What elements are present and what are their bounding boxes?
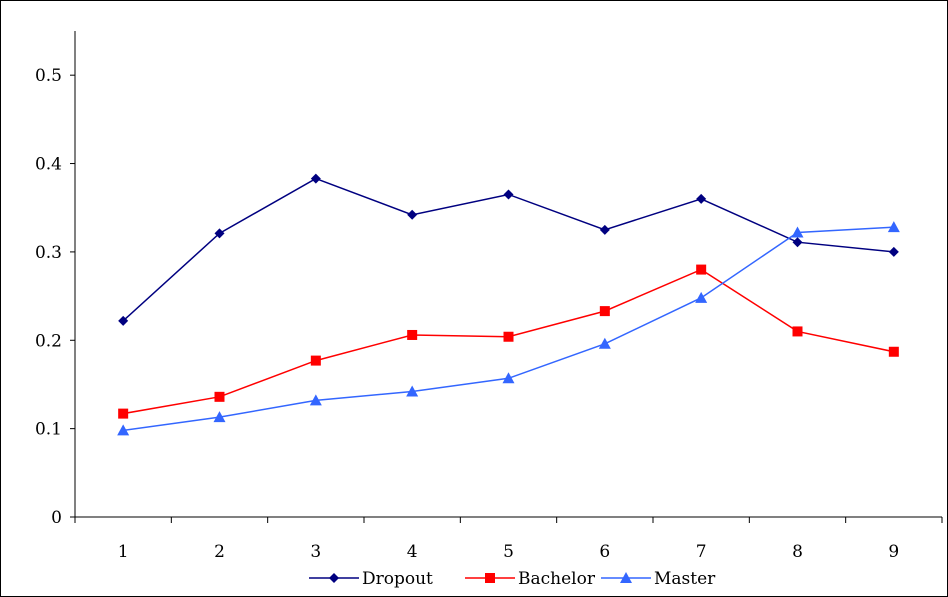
y-tick-label: 0 bbox=[51, 508, 62, 528]
legend-label: Master bbox=[654, 569, 716, 589]
legend-item-dropout: Dropout bbox=[309, 569, 433, 589]
data-point-master bbox=[791, 226, 804, 238]
x-tick-label: 5 bbox=[503, 542, 514, 562]
data-point-master bbox=[887, 221, 900, 233]
data-point-bachelor bbox=[696, 264, 707, 275]
data-point-dropout bbox=[503, 189, 514, 200]
y-tick-label: 0.5 bbox=[35, 66, 62, 86]
data-point-master bbox=[309, 394, 322, 406]
data-point-bachelor bbox=[407, 329, 418, 340]
data-point-master bbox=[502, 372, 515, 384]
data-point-bachelor bbox=[792, 326, 803, 337]
data-point-dropout bbox=[118, 315, 129, 326]
x-tick-label: 9 bbox=[888, 542, 899, 562]
x-tick-label: 6 bbox=[599, 542, 610, 562]
axes: 0 0.1 0.2 0.3 0.4 0.5 1 2 3 4 5 6 7 8 9 bbox=[35, 31, 943, 562]
data-point-master bbox=[406, 385, 419, 397]
data-point-dropout bbox=[407, 209, 418, 220]
legend-marker bbox=[485, 573, 495, 583]
series-line-master bbox=[123, 226, 894, 432]
data-point-bachelor bbox=[503, 331, 514, 342]
series-master bbox=[117, 221, 900, 436]
data-point-master bbox=[695, 291, 708, 303]
data-point-bachelor bbox=[214, 391, 225, 402]
legend: Dropout Bachelor Master bbox=[309, 569, 716, 589]
y-tick-label: 0.4 bbox=[35, 155, 62, 175]
data-point-dropout bbox=[888, 246, 899, 257]
legend-marker bbox=[329, 573, 339, 583]
x-tick-label: 8 bbox=[792, 542, 803, 562]
data-point-bachelor bbox=[599, 306, 610, 317]
data-point-master bbox=[117, 424, 130, 436]
series-bachelor bbox=[118, 264, 899, 419]
y-tick-label: 0.2 bbox=[35, 331, 62, 351]
x-tick-label: 2 bbox=[214, 542, 225, 562]
x-tick-label: 4 bbox=[407, 542, 418, 562]
x-tick-label: 7 bbox=[696, 542, 707, 562]
legend-marker bbox=[620, 572, 632, 583]
data-point-master bbox=[598, 337, 611, 349]
data-point-dropout bbox=[214, 228, 225, 239]
series-lines bbox=[117, 173, 900, 436]
legend-label: Dropout bbox=[362, 569, 433, 589]
data-point-bachelor bbox=[310, 355, 321, 366]
data-point-dropout bbox=[310, 173, 321, 184]
legend-item-master: Master bbox=[601, 569, 716, 589]
legend-item-bachelor: Bachelor bbox=[465, 569, 596, 589]
x-tick-label: 1 bbox=[118, 542, 129, 562]
series-line-dropout bbox=[122, 177, 894, 322]
data-point-bachelor bbox=[888, 346, 899, 357]
x-tick-label: 3 bbox=[310, 542, 321, 562]
data-point-bachelor bbox=[118, 408, 129, 419]
data-point-dropout bbox=[696, 193, 707, 204]
y-tick-label: 0.3 bbox=[35, 243, 62, 263]
y-tick-label: 0.1 bbox=[35, 420, 62, 440]
data-point-dropout bbox=[792, 237, 803, 248]
series-dropout bbox=[118, 173, 899, 326]
data-point-master bbox=[213, 411, 226, 423]
legend-label: Bachelor bbox=[518, 569, 596, 589]
data-point-dropout bbox=[599, 224, 610, 235]
